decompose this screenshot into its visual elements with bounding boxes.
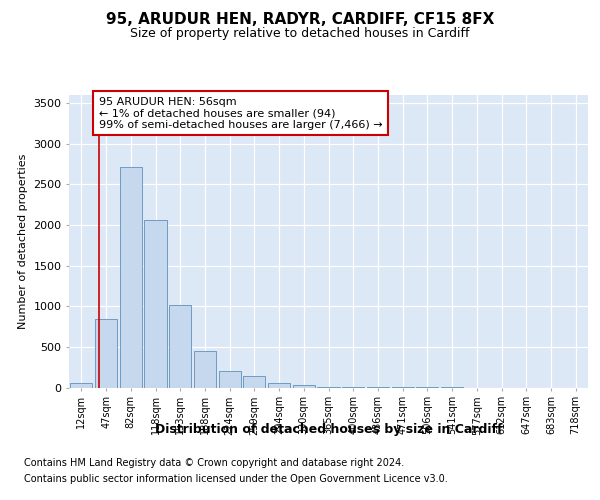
Text: Contains HM Land Registry data © Crown copyright and database right 2024.: Contains HM Land Registry data © Crown c… [24,458,404,468]
Bar [70,383,92,388]
Text: Contains public sector information licensed under the Open Government Licence v3: Contains public sector information licen… [24,474,448,484]
Text: Distribution of detached houses by size in Cardiff: Distribution of detached houses by size … [155,422,503,436]
Bar [218,371,241,388]
Text: Size of property relative to detached houses in Cardiff: Size of property relative to detached ho… [130,28,470,40]
Bar [95,320,117,388]
Text: 95, ARUDUR HEN, RADYR, CARDIFF, CF15 8FX: 95, ARUDUR HEN, RADYR, CARDIFF, CF15 8FX [106,12,494,28]
Bar [194,351,216,388]
Bar [169,306,191,388]
Text: 95 ARUDUR HEN: 56sqm
← 1% of detached houses are smaller (94)
99% of semi-detach: 95 ARUDUR HEN: 56sqm ← 1% of detached ho… [98,96,382,130]
Bar [243,376,265,388]
Bar [268,383,290,388]
Bar [293,385,315,388]
Bar [119,166,142,388]
Bar [317,386,340,388]
Y-axis label: Number of detached properties: Number of detached properties [17,154,28,329]
Bar [145,220,167,388]
